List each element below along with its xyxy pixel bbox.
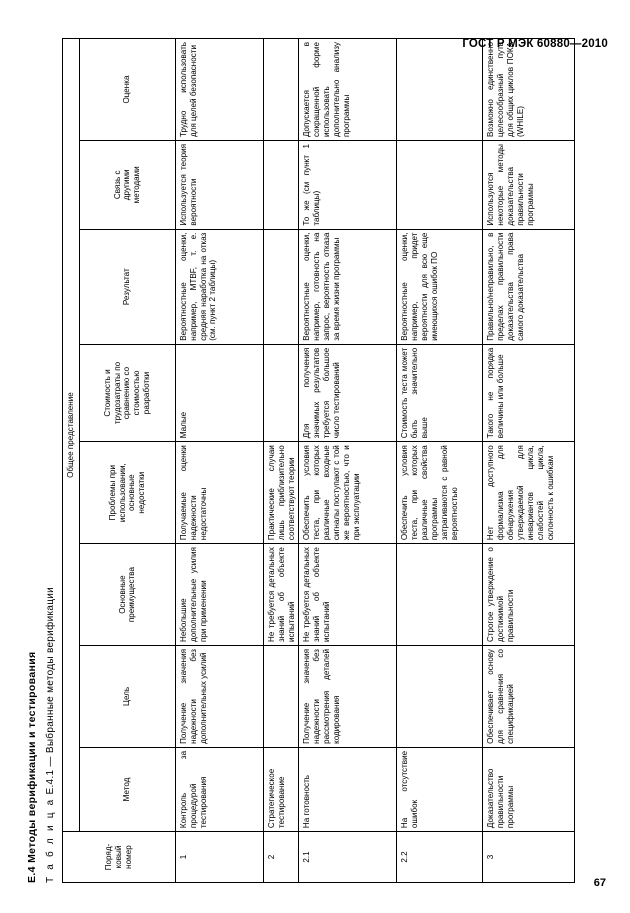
cell-evaluation: Возможно единственно целесообразный путь…	[482, 38, 575, 141]
cell-goal	[263, 645, 299, 748]
cell-advantages	[396, 543, 483, 646]
col-header-result: Результат	[79, 229, 176, 345]
cell-num: 2	[263, 831, 299, 883]
col-header-evaluation: Оценка	[79, 38, 176, 141]
cell-method: На готовность	[298, 747, 397, 832]
table-row: 2.1 На готовность Получение значения над…	[298, 38, 397, 883]
table-caption-text: Выбранные методы верификации	[45, 586, 56, 754]
table-row: 3 Доказательство правильности программы …	[482, 38, 575, 883]
cell-evaluation: Допускается в сокращенной форме использо…	[298, 38, 397, 141]
cell-link: То же (см пункт 1 таблицы)	[298, 140, 397, 230]
cell-num: 2.2	[396, 831, 483, 883]
table-caption-prefix: Т а б л и ц а	[45, 797, 56, 883]
cell-advantages: Строгое утверждение о достижимой правиль…	[482, 543, 575, 646]
col-header-problems: Проблемы при использовании, основные нед…	[79, 441, 176, 544]
table-caption-dash: —	[45, 756, 56, 767]
table-row: 2.2 На отсутствие ошибок Обеспечить усло…	[396, 38, 483, 883]
cell-link	[396, 140, 483, 230]
cell-goal: Получение значения надежности без дополн…	[175, 645, 264, 748]
cell-result: Вероятностные оценки, например, МТBF, т.…	[175, 229, 264, 345]
cell-num: 3	[482, 831, 575, 883]
cell-goal: Обеспечивает основу для сравнения со спе…	[482, 645, 575, 748]
col-header-num: Поряд- ковый номер	[62, 831, 176, 883]
cell-cost: Стоимость теста может быть значительно в…	[396, 344, 483, 442]
cell-result: Вероятностные оценки, например, придет в…	[396, 229, 483, 345]
cell-result: Правильно/неправильно, в пределах правил…	[482, 229, 575, 345]
cell-problems: Обеспечить условия теста, при которых ра…	[298, 441, 397, 544]
cell-evaluation	[263, 38, 299, 141]
cell-method: Доказательство правильности программы	[482, 747, 575, 832]
cell-cost: Для получения значимых результатов требу…	[298, 344, 397, 442]
cell-advantages: Небольшие дополнительные усилия при прим…	[175, 543, 264, 646]
cell-link	[263, 140, 299, 230]
cell-result: Вероятностные оценки, например, готовнос…	[298, 229, 397, 345]
cell-cost: Такого не порядка величины или больше	[482, 344, 575, 442]
cell-problems: Получаемые оценки надежности недостаточн…	[175, 441, 264, 544]
page-number: 67	[593, 877, 606, 889]
cell-cost	[263, 344, 299, 442]
verification-methods-table: Поряд- ковый номер Общее представление М…	[62, 38, 575, 883]
cell-method: Контроль за процедурой тестирования	[175, 747, 264, 832]
col-header-cost: Стоимость и трудозатраты по сравнению со…	[79, 344, 176, 442]
table-row: 2 Стратегическое тестирование Не требует…	[263, 38, 299, 883]
cell-num: 2.1	[298, 831, 397, 883]
table-caption: Т а б л и ц а Е.4.1 — Выбранные методы в…	[45, 22, 56, 883]
cell-cost: Малые	[175, 344, 264, 442]
cell-evaluation	[396, 38, 483, 141]
cell-goal	[396, 645, 483, 748]
cell-advantages: Не требуется детальных знаний об объекте…	[263, 543, 299, 646]
cell-problems: Нет доступного формализма для обнаружени…	[482, 441, 575, 544]
cell-link: Используется теория вероятности	[175, 140, 264, 230]
cell-method: Стратегическое тестирование	[263, 747, 299, 832]
cell-problems: Практические случаи лишь приблизительно …	[263, 441, 299, 544]
col-header-goal: Цель	[79, 645, 176, 748]
col-header-link: Связь с другими методами	[79, 140, 176, 230]
cell-method: На отсутствие ошибок	[396, 747, 483, 832]
cell-num: 1	[175, 831, 264, 883]
section-title: Е.4 Методы верификации и тестирования	[26, 651, 38, 883]
col-header-advantages: Основные преимущества	[79, 543, 176, 646]
col-header-group-overview: Общее представление	[62, 38, 80, 832]
cell-result	[263, 229, 299, 345]
table-header-row: Метод Цель Основные преимущества Проблем…	[79, 38, 176, 883]
cell-advantages: Не требуется детальных знаний об объекте…	[298, 543, 397, 646]
table-caption-number: Е.4.1	[45, 769, 56, 795]
running-head: ГОСТ Р МЭК 60880—2010	[462, 38, 608, 50]
cell-link: Используются некоторые методы доказатель…	[482, 140, 575, 230]
cell-goal: Получение значения надежности без рассмо…	[298, 645, 397, 748]
cell-problems: Обеспечить условия теста, при которых ра…	[396, 441, 483, 544]
cell-evaluation: Трудно использовать для целей безопаснос…	[175, 38, 264, 141]
table-group-header-row: Поряд- ковый номер Общее представление	[62, 38, 176, 883]
table-row: 1 Контроль за процедурой тестирования По…	[175, 38, 264, 883]
col-header-method: Метод	[79, 747, 176, 832]
